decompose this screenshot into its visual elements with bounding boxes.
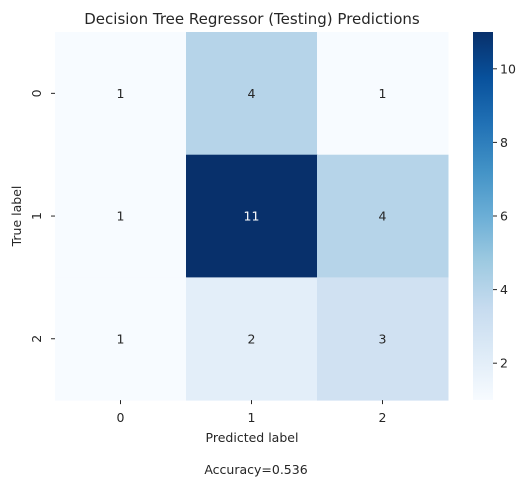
colorbar (473, 32, 493, 400)
colorbar-tick-label-0: 2 (500, 356, 508, 371)
colorbar-tick-label-2: 6 (500, 209, 508, 224)
heatmap-cell-0-1 (186, 32, 318, 156)
cell-value-1-1: 11 (244, 209, 260, 224)
cell-value-1-0: 1 (117, 209, 125, 224)
y-tick-label-0: 0 (29, 89, 44, 97)
heatmap-cell-1-2 (317, 154, 449, 278)
y-tick-label-2: 2 (29, 335, 44, 343)
y-tick-label-1: 1 (29, 212, 44, 220)
cell-value-2-1: 2 (248, 331, 256, 346)
heatmap-cell-2-2 (317, 277, 449, 401)
heatmap-cell-0-2 (317, 32, 449, 156)
colorbar-tick-label-1: 4 (500, 282, 508, 297)
heatmap-cell-0-0 (55, 32, 187, 156)
heatmap-cell-1-0 (55, 154, 187, 278)
x-axis-label: Predicted label (206, 430, 299, 445)
heatmap-cell-1-1 (186, 154, 318, 278)
y-axis-ticks: 0 1 2 (29, 89, 55, 343)
colorbar-ticks: 2 4 6 8 10 (493, 61, 516, 371)
chart-title: Decision Tree Regressor (Testing) Predic… (84, 10, 420, 28)
x-tick-label-1: 1 (248, 410, 256, 425)
x-tick-label-2: 2 (379, 410, 387, 425)
cell-value-0-0: 1 (117, 86, 125, 101)
cell-value-0-1: 4 (248, 86, 256, 101)
x-axis-ticks: 0 1 2 (117, 400, 387, 425)
accuracy-text: Accuracy=0.536 (204, 462, 307, 477)
heatmap-cell-labels: 1 4 11 11 41 2 3 (117, 86, 387, 346)
cell-value-1-2: 4 (379, 209, 387, 224)
heatmap-cells (55, 32, 449, 401)
heatmap-cell-2-0 (55, 277, 187, 401)
x-tick-label-0: 0 (117, 410, 125, 425)
cell-value-2-0: 1 (117, 331, 125, 346)
heatmap-cell-2-1 (186, 277, 318, 401)
cell-value-2-2: 3 (379, 331, 387, 346)
colorbar-tick-label-4: 10 (500, 61, 516, 76)
colorbar-tick-label-3: 8 (500, 135, 508, 150)
cell-value-0-2: 1 (379, 86, 387, 101)
y-axis-label: True label (9, 186, 24, 248)
